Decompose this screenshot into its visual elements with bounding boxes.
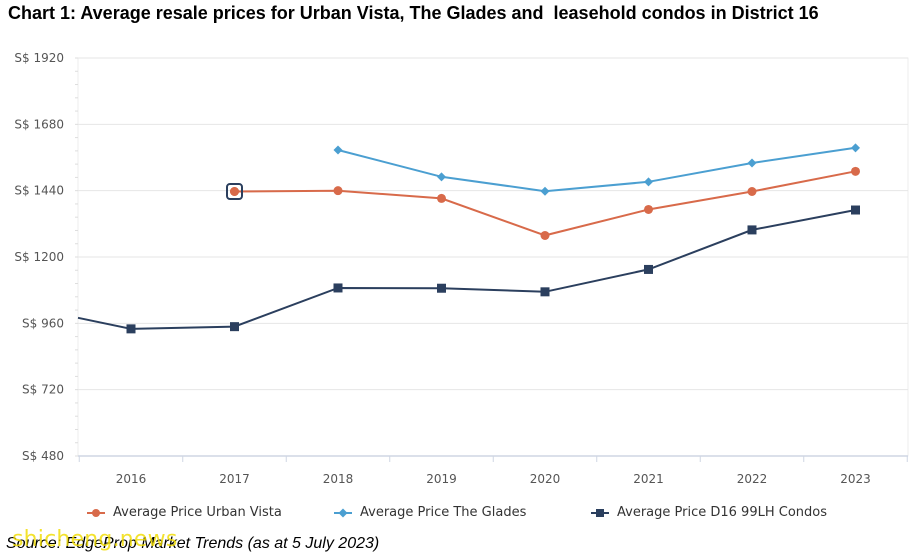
x-tick-label: 2023 bbox=[840, 472, 871, 486]
legend-the-glades-label: Average Price The Glades bbox=[360, 505, 527, 520]
data-point-urban_vista bbox=[437, 193, 446, 203]
legend-urban-vista-label: Average Price Urban Vista bbox=[113, 505, 282, 520]
series-line-the_glades bbox=[337, 146, 856, 193]
y-tick-label: S$ 960 bbox=[22, 316, 64, 330]
data-point-d16_condos bbox=[437, 283, 446, 293]
legend-item-d16-condos[interactable]: Average Price D16 99LH Condos bbox=[590, 505, 827, 520]
y-tick-label: S$ 1920 bbox=[14, 51, 64, 65]
highlighted-data-point bbox=[230, 186, 239, 196]
data-point-the_glades bbox=[644, 177, 653, 187]
y-tick-label: S$ 720 bbox=[22, 383, 64, 397]
x-tick-label: 2019 bbox=[426, 472, 457, 486]
data-point-d16_condos bbox=[851, 205, 860, 215]
x-tick-label: 2018 bbox=[323, 472, 354, 486]
x-tick-label: 2017 bbox=[219, 472, 250, 486]
legend-urban-vista-marker-icon bbox=[87, 508, 105, 517]
data-point-urban_vista bbox=[851, 166, 860, 176]
legend-the-glades-marker-icon bbox=[334, 508, 352, 517]
data-point-the_glades bbox=[437, 172, 446, 182]
chart-legend: Average Price Urban Vista Average Price … bbox=[0, 505, 922, 527]
legend-d16-condos-label: Average Price D16 99LH Condos bbox=[617, 505, 827, 520]
data-point-d16_condos bbox=[230, 322, 239, 332]
legend-item-the-glades[interactable]: Average Price The Glades bbox=[333, 505, 526, 520]
y-tick-label: S$ 1680 bbox=[14, 117, 64, 131]
y-tick-label: S$ 1440 bbox=[14, 184, 64, 198]
data-point-urban_vista bbox=[644, 204, 653, 214]
y-tick-label: S$ 1200 bbox=[14, 250, 64, 264]
x-tick-label: 2016 bbox=[116, 472, 147, 486]
watermark-logo: shicheng.news bbox=[12, 527, 178, 552]
data-point-urban_vista bbox=[540, 230, 550, 240]
legend-d16-condos-marker-icon bbox=[591, 508, 609, 517]
highlight-ring bbox=[226, 182, 243, 200]
data-point-d16_condos bbox=[540, 287, 550, 297]
y-tick-label: S$ 480 bbox=[22, 449, 64, 463]
series-line-urban_vista bbox=[234, 170, 856, 237]
data-point-d16_condos bbox=[644, 264, 653, 274]
data-point-d16_condos bbox=[747, 225, 757, 235]
data-point-d16_condos bbox=[333, 283, 343, 293]
source-note: Source: EdgeProp Market Trends (as at 5 … bbox=[6, 535, 380, 552]
data-point-urban_vista bbox=[333, 186, 343, 196]
chart-title: Chart 1: Average resale prices for Urban… bbox=[8, 3, 819, 23]
x-tick-label: 2020 bbox=[530, 472, 561, 486]
legend-item-urban-vista[interactable]: Average Price Urban Vista bbox=[86, 505, 282, 520]
data-point-urban_vista bbox=[747, 186, 757, 196]
x-tick-label: 2021 bbox=[633, 472, 664, 486]
data-point-the_glades bbox=[851, 143, 860, 153]
data-point-the_glades bbox=[333, 145, 343, 155]
series-line-d16_condos bbox=[77, 209, 856, 330]
data-point-the_glades bbox=[747, 158, 757, 168]
x-tick-label: 2022 bbox=[737, 472, 768, 486]
data-point-the_glades bbox=[540, 186, 550, 196]
data-point-d16_condos bbox=[126, 324, 136, 334]
